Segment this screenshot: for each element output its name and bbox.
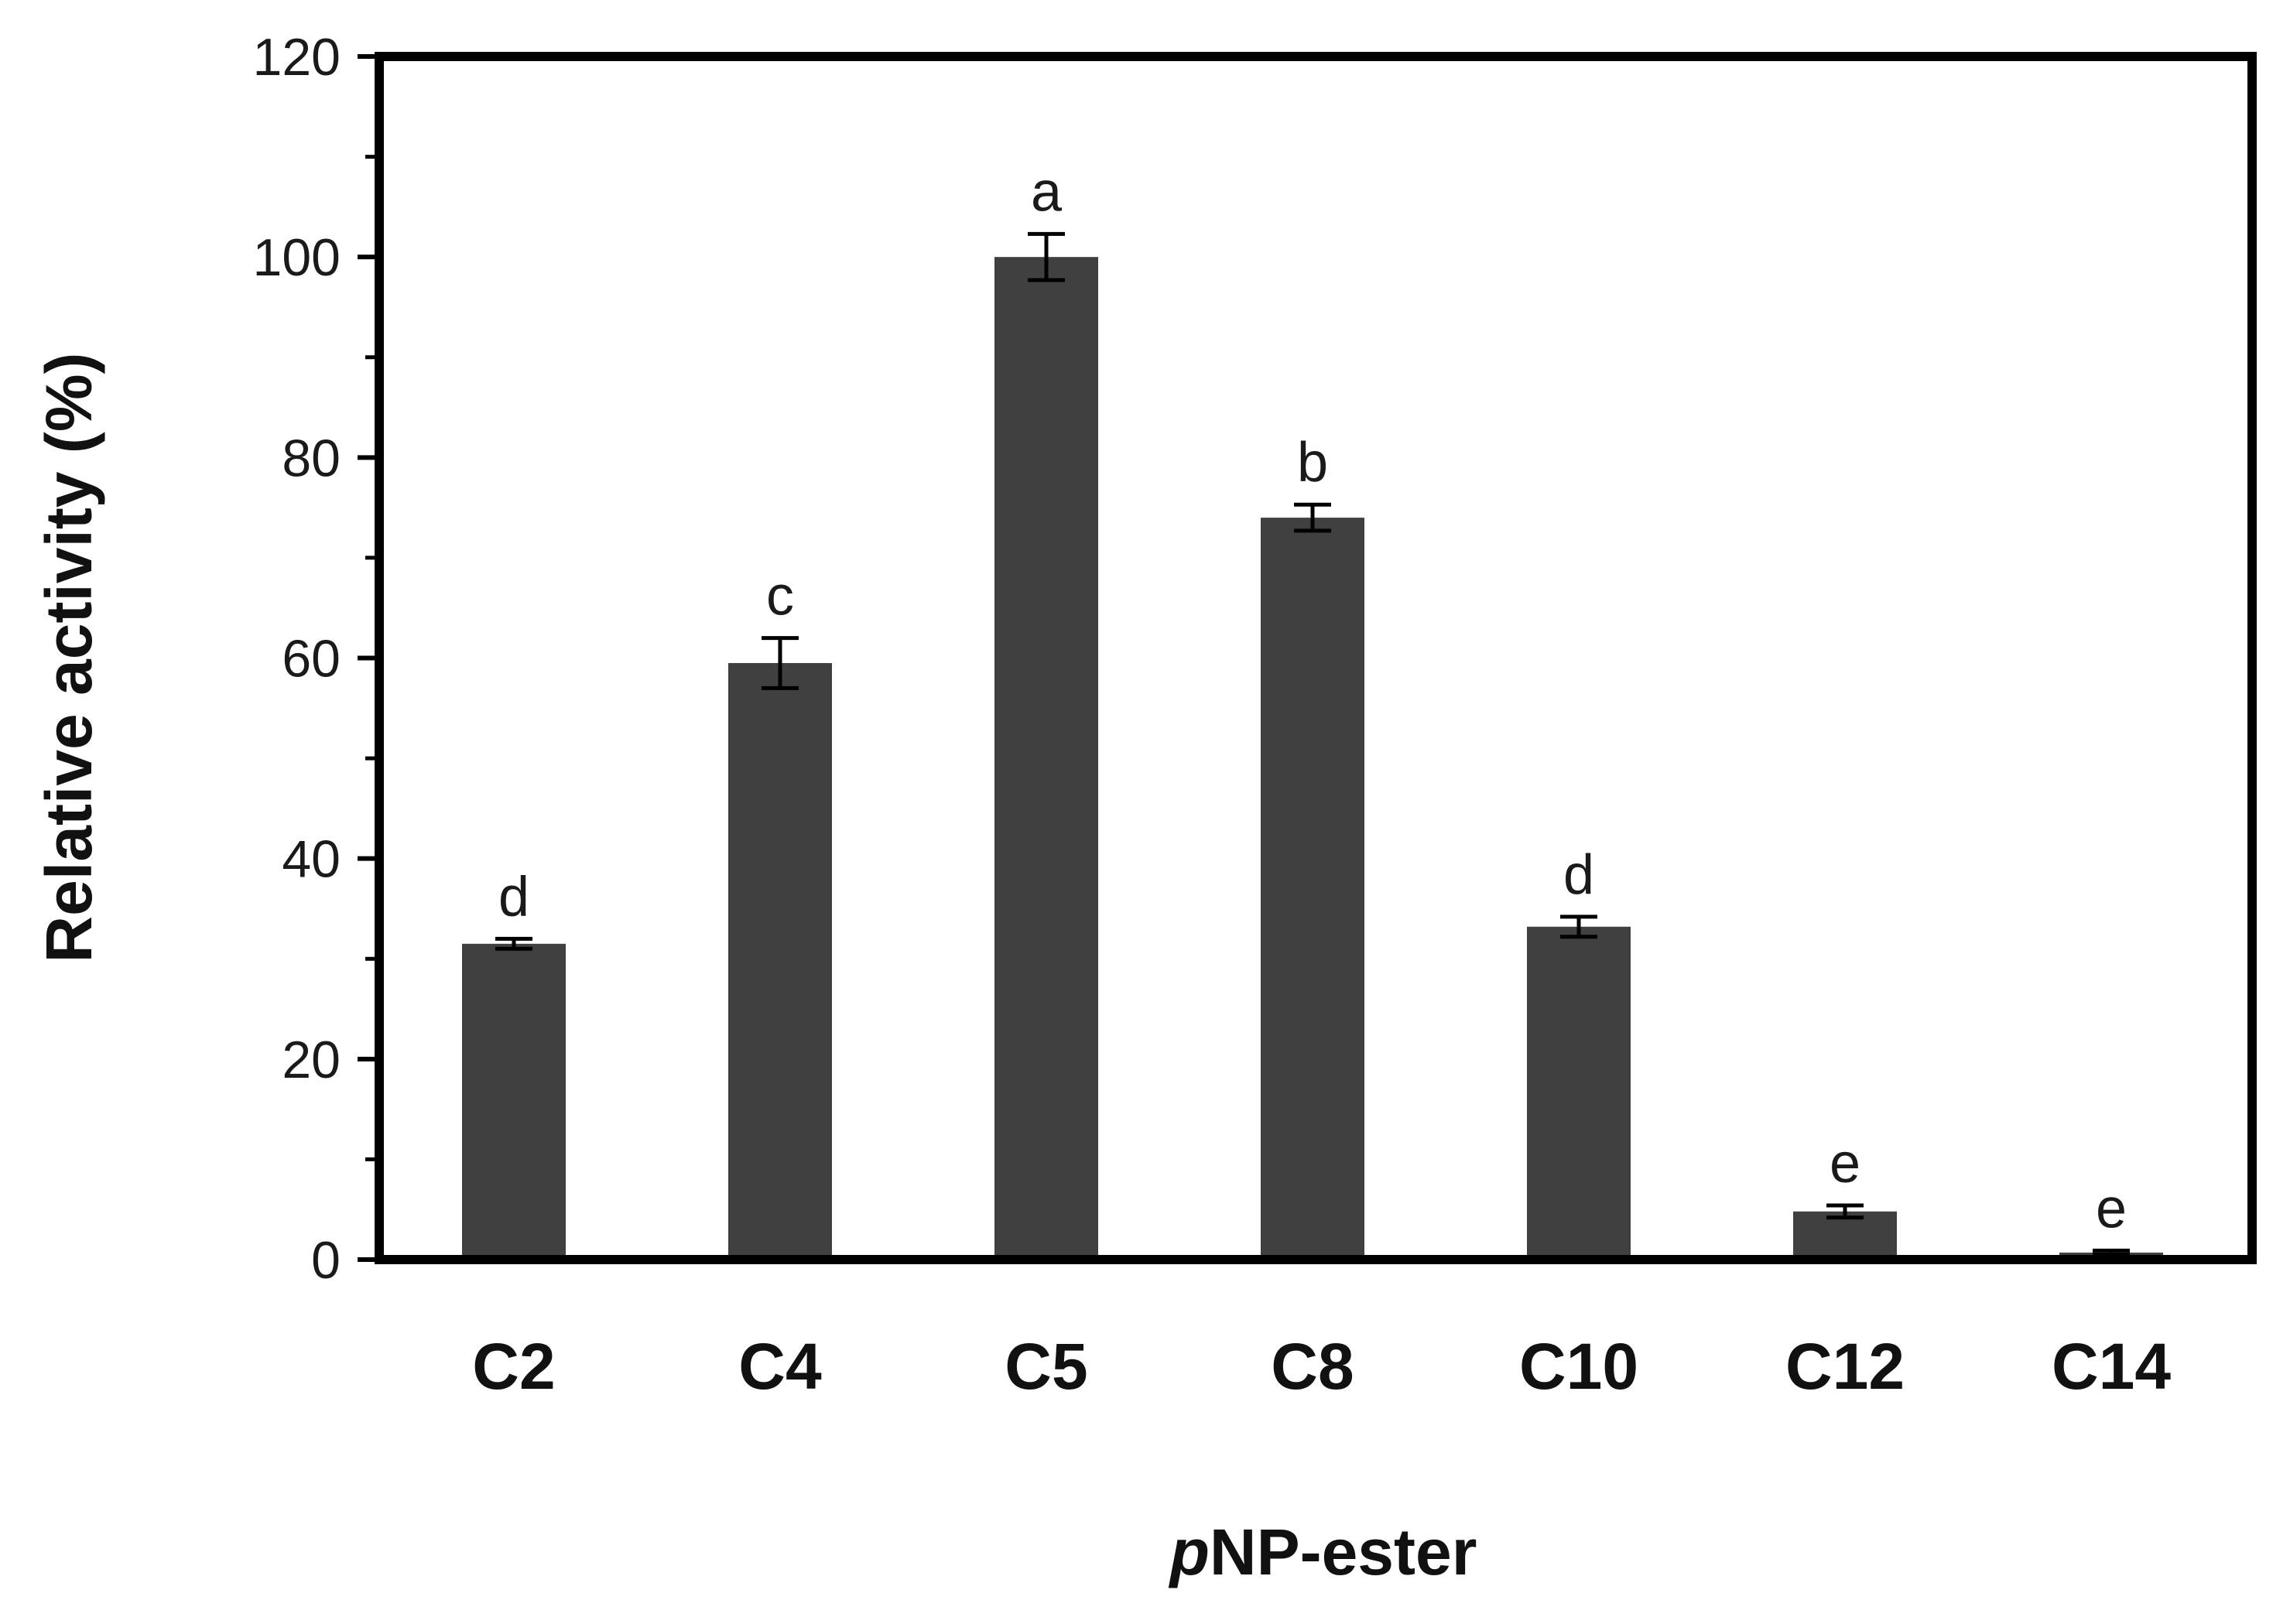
significance-letter: c <box>766 566 794 627</box>
y-tick-label: 120 <box>253 28 341 87</box>
bar-c10 <box>1527 926 1631 1260</box>
x-tick-label: C4 <box>738 1330 822 1403</box>
x-tick-label: C12 <box>1785 1330 1905 1403</box>
error-bars <box>495 231 2130 1257</box>
significance-letter: d <box>1563 844 1594 906</box>
bar-c5 <box>994 257 1098 1260</box>
y-tick-label: 100 <box>253 228 341 287</box>
significance-letter: e <box>2096 1178 2127 1239</box>
bars <box>462 257 2163 1260</box>
bar-c2 <box>462 943 566 1260</box>
bar-c12 <box>1793 1211 1897 1260</box>
bar-c8 <box>1261 518 1364 1260</box>
x-axis-title-italic: p <box>1169 1516 1210 1588</box>
y-tick-label: 80 <box>282 429 341 487</box>
y-tick-label: 40 <box>282 830 341 889</box>
bar-c4 <box>728 662 832 1260</box>
x-tick-label: C8 <box>1271 1330 1354 1403</box>
x-tick-label: C5 <box>1005 1330 1087 1403</box>
x-axis-title-rest: NP-ester <box>1210 1516 1477 1588</box>
x-tick-label: C2 <box>472 1330 555 1403</box>
plot-frame <box>375 52 2257 1264</box>
y-axis-ticks: 0 20 40 60 80 100 120 <box>253 28 379 1290</box>
x-axis-title: pNP-ester <box>1169 1516 1477 1588</box>
significance-letter: d <box>498 866 529 928</box>
x-axis-categories: C2 C4 C5 C8 C10 C12 C14 <box>472 1330 2171 1403</box>
y-tick-label: 60 <box>282 630 341 689</box>
significance-letter: e <box>1830 1133 1860 1195</box>
y-tick-label: 0 <box>311 1231 341 1290</box>
x-tick-label: C10 <box>1519 1330 1638 1403</box>
y-tick-label: 20 <box>282 1031 341 1089</box>
significance-letters: d c a b d e e <box>498 161 2127 1239</box>
significance-letter: b <box>1297 432 1328 494</box>
y-axis-title: Relative activity (%) <box>33 353 105 963</box>
x-tick-label: C14 <box>2052 1330 2171 1403</box>
significance-letter: a <box>1031 161 1063 223</box>
